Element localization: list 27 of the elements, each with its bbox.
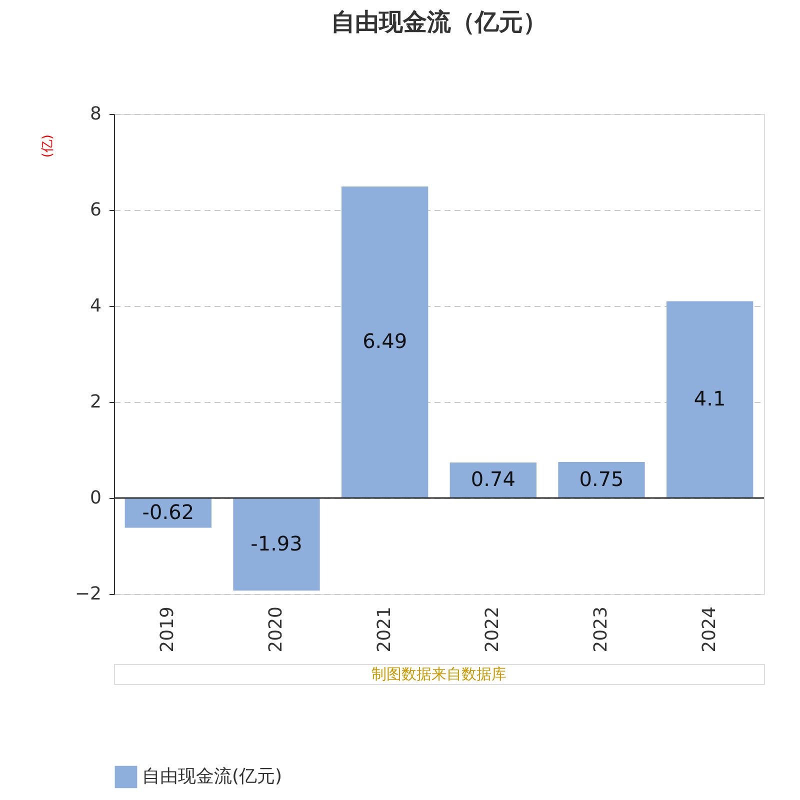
- y-tick-label: 2: [90, 392, 102, 412]
- bar: [450, 462, 536, 498]
- data-label: 4.1: [694, 386, 726, 411]
- data-label: 0.74: [470, 467, 516, 492]
- bar: [342, 186, 428, 498]
- y-tick-label: 4: [90, 296, 102, 316]
- bar: [666, 301, 754, 498]
- x-tick-label: 2022: [482, 606, 504, 652]
- data-label: -1.93: [250, 531, 302, 556]
- data-label: 6.49: [362, 329, 408, 354]
- y-tick-label: −2: [74, 584, 102, 604]
- y-tick-label: 6: [90, 200, 102, 220]
- x-tick-label: 2021: [374, 606, 395, 652]
- data-label: -0.62: [142, 500, 194, 524]
- x-tick-label: 2023: [590, 606, 612, 652]
- legend-label: 自由现金流(亿元): [142, 766, 282, 787]
- x-tick-label: 2024: [698, 606, 720, 652]
- bar: [233, 498, 320, 591]
- y-tick-label: 8: [90, 104, 102, 124]
- x-tick-label: 2019: [157, 606, 178, 652]
- chart-title: 自由现金流（亿元）: [331, 8, 547, 36]
- data-label: 0.75: [579, 467, 624, 491]
- x-tick-label: 2020: [266, 606, 286, 652]
- y-axis-title: (亿): [40, 134, 56, 158]
- y-tick-label: 0: [90, 488, 102, 508]
- text: 制图数据来自数据库: [372, 665, 506, 683]
- bar: [558, 462, 645, 498]
